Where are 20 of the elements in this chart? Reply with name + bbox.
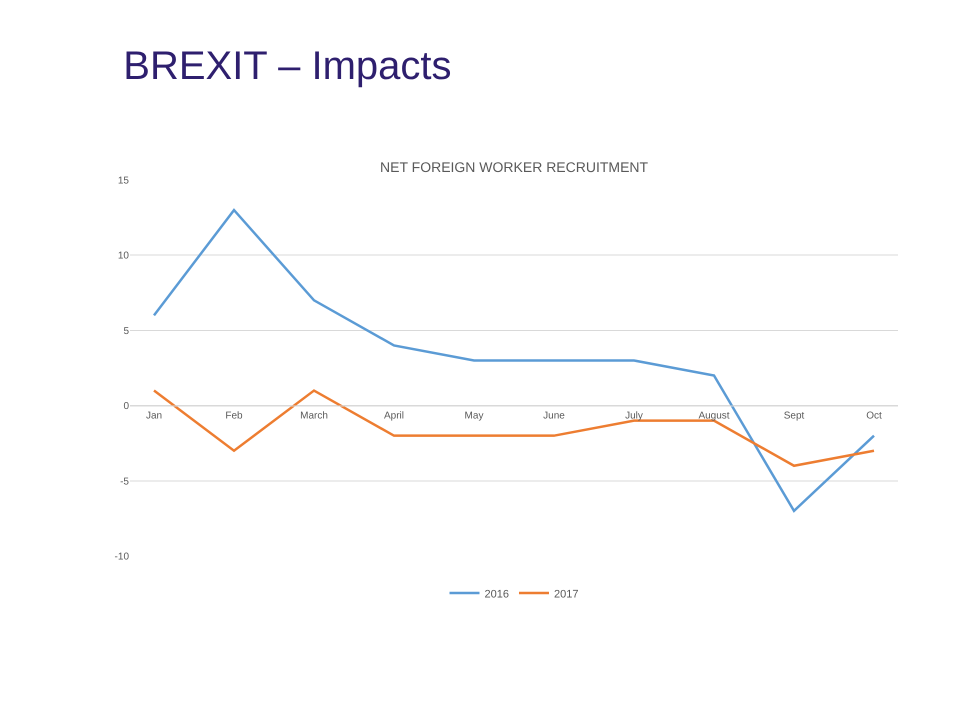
chart-title: BREXIT – Impacts — [123, 44, 452, 88]
x-tick-label: Oct — [866, 410, 882, 422]
y-tick-label: -5 — [120, 476, 130, 488]
y-tick-label: 15 — [118, 176, 130, 186]
x-tick-label: June — [543, 410, 566, 422]
legend-label: 2017 — [554, 588, 578, 600]
x-tick-label: Sept — [784, 410, 805, 422]
chart-subtitle: NET FOREIGN WORKER RECRUITMENT — [380, 159, 649, 175]
y-tick-label: 0 — [123, 401, 130, 412]
y-tick-label: 5 — [123, 326, 130, 337]
x-tick-label: March — [300, 410, 328, 422]
x-tick-label: Jan — [146, 410, 162, 422]
y-tick-label: 10 — [118, 250, 130, 262]
y-tick-label: -10 — [114, 552, 130, 562]
x-tick-label: May — [464, 410, 484, 422]
legend-label: 2016 — [484, 588, 509, 600]
x-tick-label: August — [698, 410, 730, 422]
x-tick-label: July — [625, 410, 643, 422]
x-tick-label: Feb — [225, 410, 244, 422]
x-tick-label: April — [384, 410, 404, 422]
